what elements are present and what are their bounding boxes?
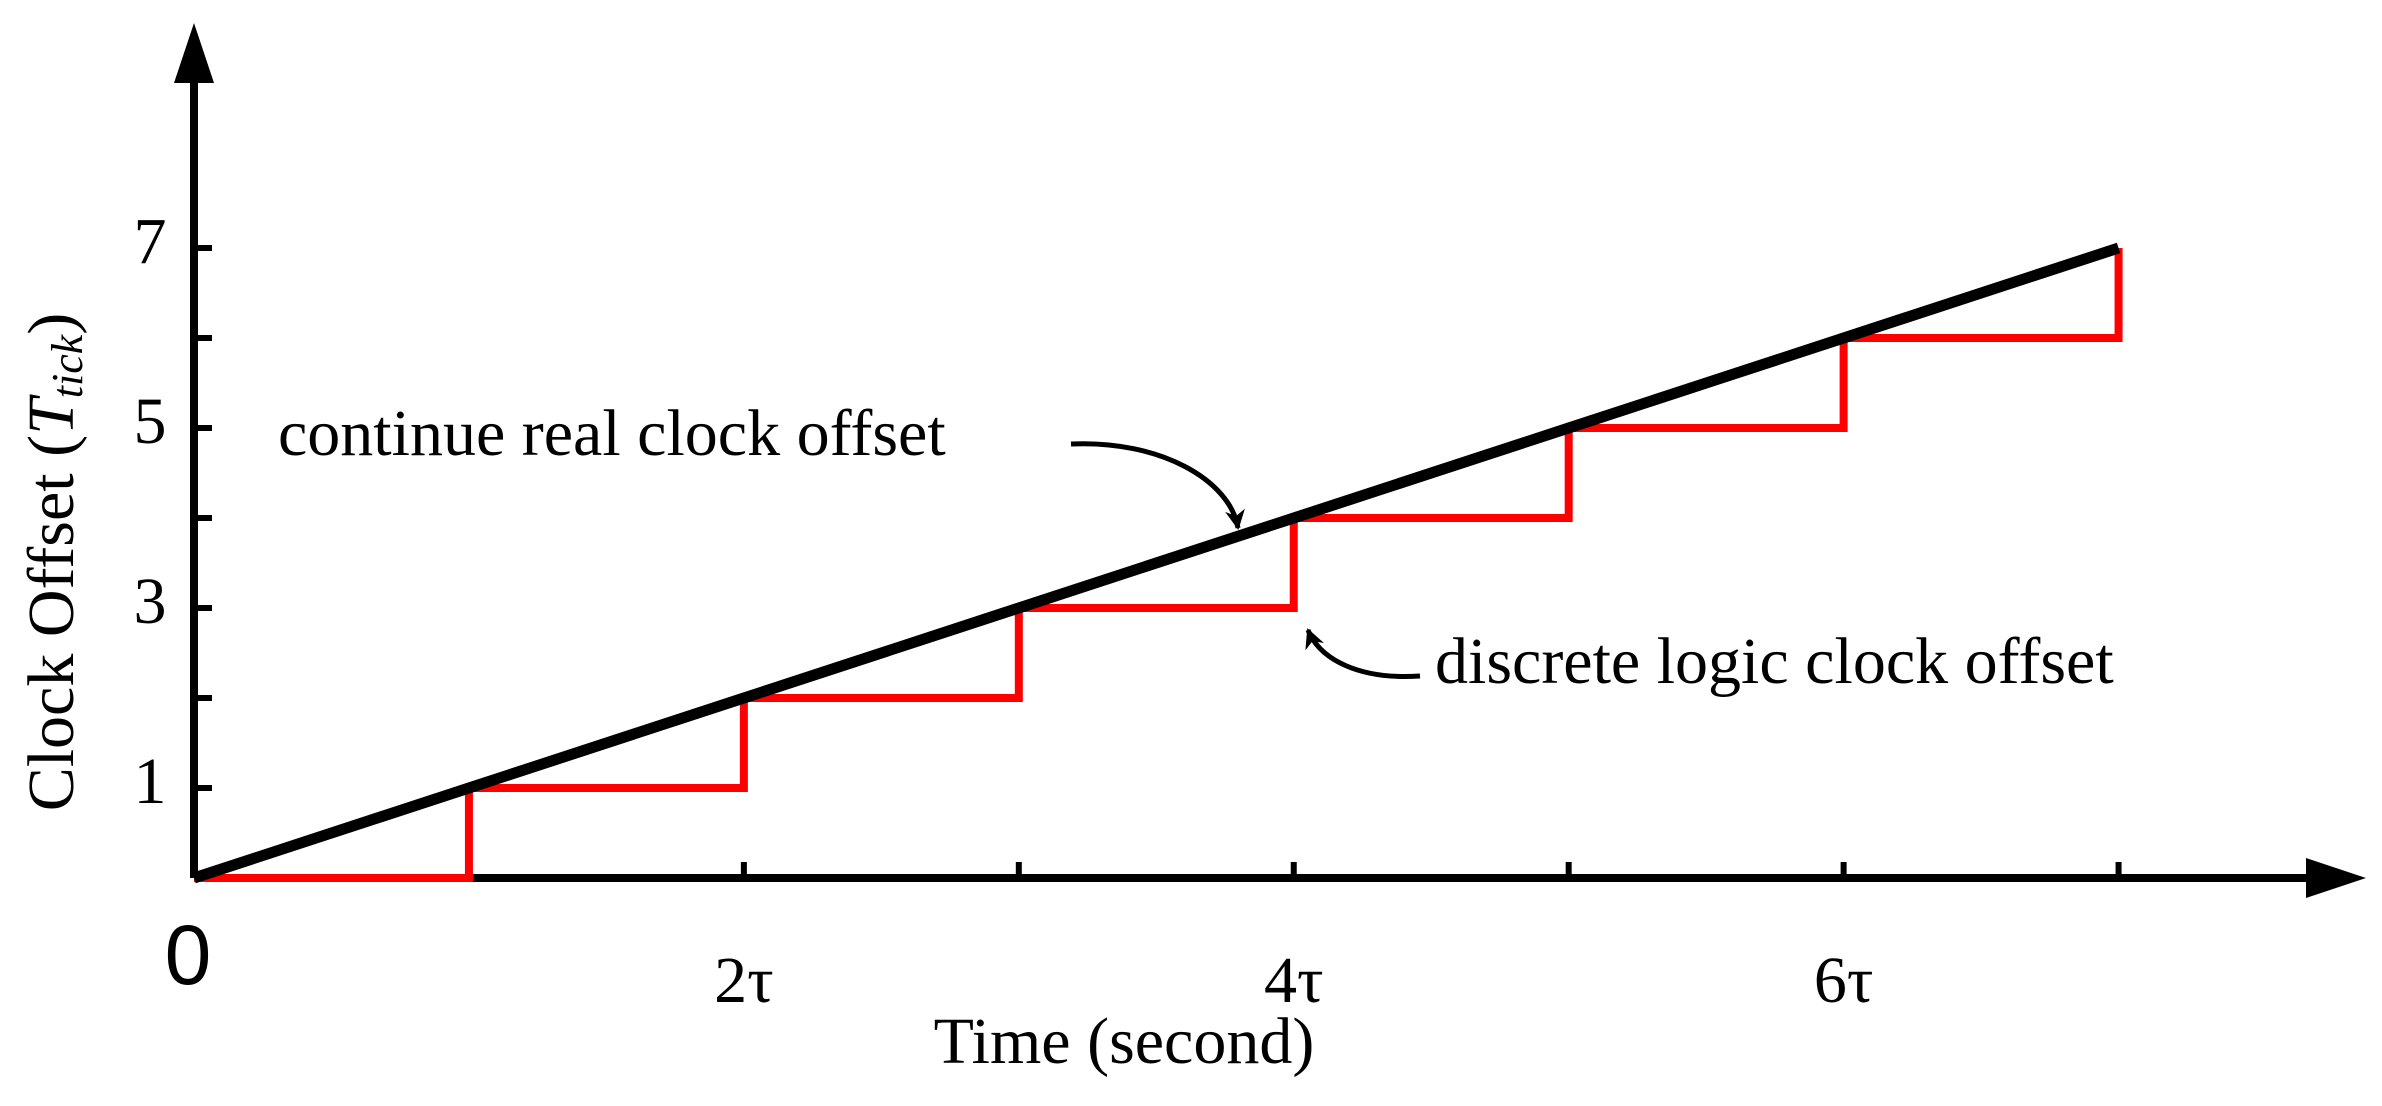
- x-tick-label: 0: [165, 908, 212, 1002]
- y-axis-arrow: [174, 23, 214, 83]
- x-axis-arrow: [2306, 858, 2366, 898]
- series-annotation: discrete logic clock offset: [1435, 625, 2114, 698]
- x-axis-label: Time (second): [934, 1005, 1315, 1078]
- y-tick-label: 3: [134, 565, 167, 638]
- y-tick-label: 5: [134, 385, 167, 458]
- y-tick-label: 7: [134, 205, 167, 278]
- y-tick-label: 1: [134, 745, 167, 818]
- x-tick-label: 4τ: [1264, 944, 1324, 1017]
- annotation-arrow: [1070, 441, 1245, 530]
- y-axis-label: Clock Offset (Ttick): [15, 313, 92, 812]
- y-axis-label-close: ): [15, 313, 88, 335]
- y-axis-label-text: Clock Offset (: [15, 435, 88, 811]
- y-axis-label-var: T: [15, 394, 88, 435]
- annotation-arrow: [1305, 628, 1421, 680]
- series-line: [192, 242, 2121, 884]
- x-tick-label: 2τ: [714, 944, 774, 1017]
- series-line: [194, 248, 2123, 882]
- x-tick-label: 6τ: [1814, 944, 1874, 1017]
- series-annotation: continue real clock offset: [278, 397, 946, 470]
- y-axis-label-sub: tick: [43, 333, 92, 398]
